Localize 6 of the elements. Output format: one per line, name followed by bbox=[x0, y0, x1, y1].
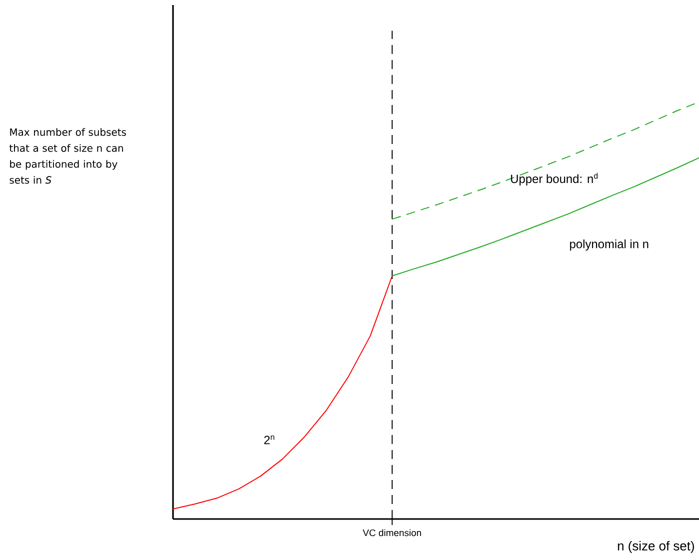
text: VC dimension bbox=[362, 529, 422, 536]
text: polynomial in n bbox=[570, 239, 648, 251]
x-axis-title: n (size of set) bbox=[618, 540, 694, 554]
y-axis-title: Max number of subsets that a set of size n can be partitioned into by sets in S bbox=[9, 128, 126, 184]
series-label: 2$^{n}$ bbox=[264, 435, 274, 444]
series-label: Upper bound: n$^{d}$ bbox=[511, 172, 598, 186]
